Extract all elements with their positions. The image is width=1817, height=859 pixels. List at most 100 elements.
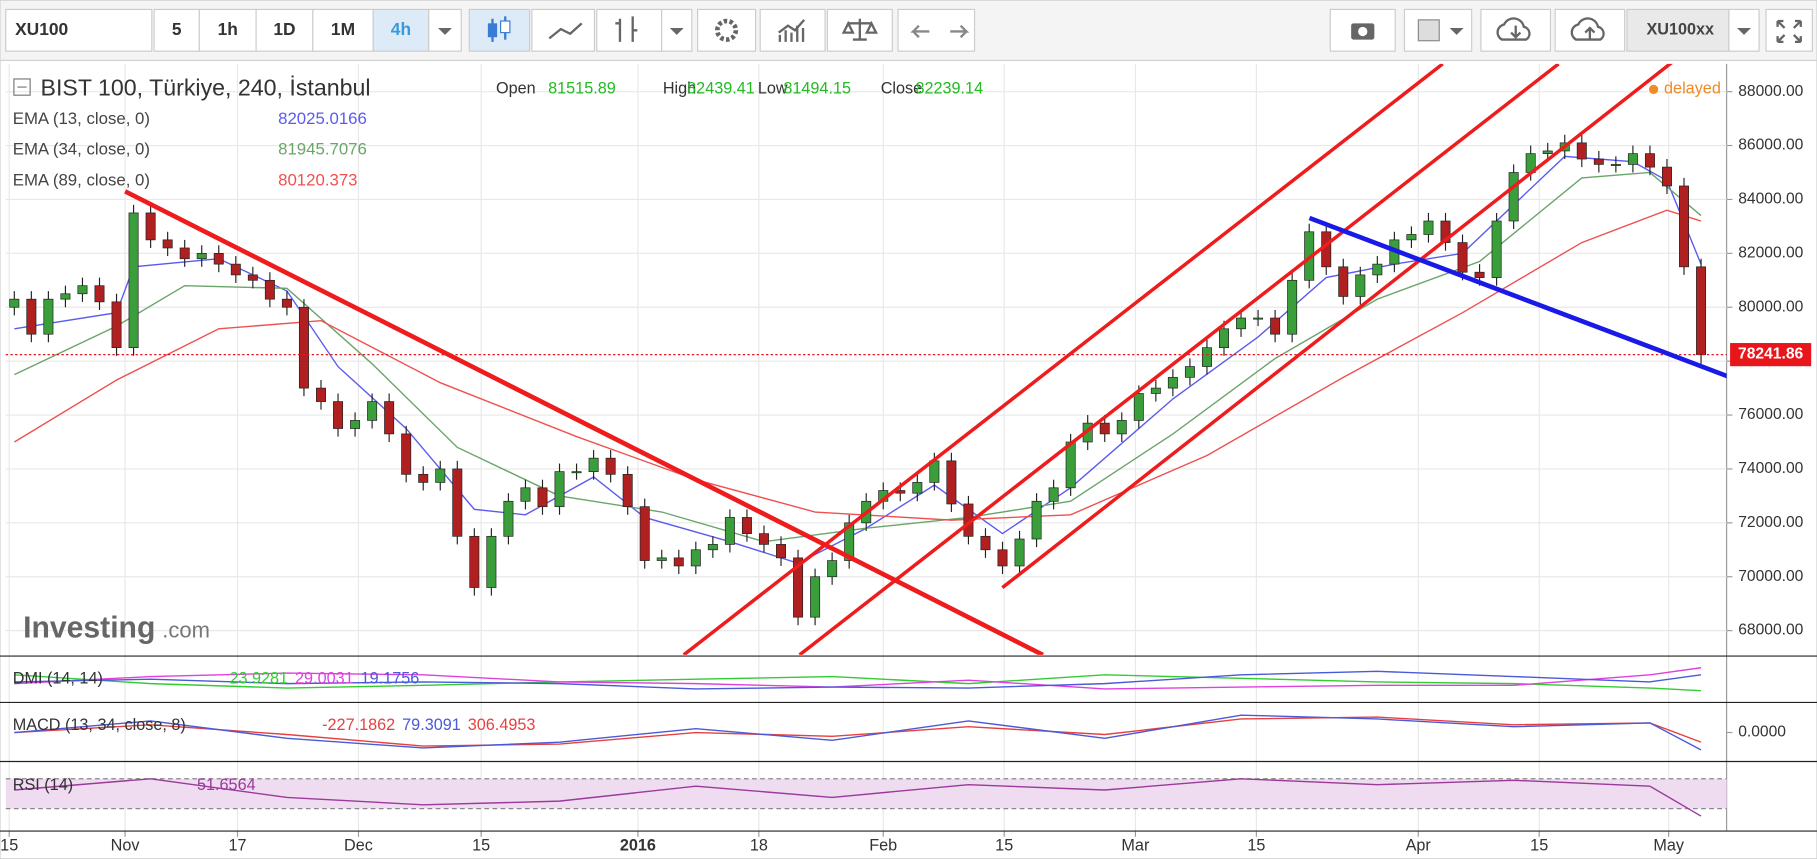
- candle-body: [77, 285, 88, 295]
- dropdown-arrow: [1449, 27, 1464, 35]
- fullscreen-button[interactable]: [1765, 8, 1813, 52]
- indicator-name: EMA (13, close, 0): [13, 109, 150, 128]
- pane-value: 79.3091: [402, 716, 461, 734]
- candle-body: [639, 506, 650, 561]
- chart-title: BIST 100, Türkiye, 240, İstanbul: [41, 75, 371, 101]
- candle-body: [350, 420, 361, 429]
- last-price-box: [1730, 343, 1812, 367]
- candle-body: [690, 549, 701, 567]
- settings-button[interactable]: [697, 8, 757, 52]
- gear-icon: [714, 18, 739, 42]
- series-line: [14, 667, 1702, 690]
- candle-body: [656, 557, 667, 561]
- interval-button[interactable]: [255, 8, 314, 52]
- channel-line: [1001, 63, 1673, 590]
- candle-body: [707, 544, 718, 551]
- candle-body: [111, 301, 122, 349]
- interval-button[interactable]: [312, 8, 374, 52]
- pane-value: 29.0031: [295, 670, 354, 688]
- pane-value: -227.1862: [322, 716, 395, 734]
- indicators-button[interactable]: [759, 8, 826, 52]
- candle-body: [741, 517, 752, 534]
- candle-body: [435, 468, 446, 483]
- x-tick-label: Dec: [344, 836, 373, 854]
- ohlc-label: Close: [881, 80, 922, 98]
- candle-body: [503, 500, 514, 537]
- indicator-name: EMA (89, close, 0): [13, 170, 150, 189]
- watermark-suffix: .com: [162, 618, 210, 643]
- indicator-value: 82025.0166: [278, 109, 367, 128]
- watermark: Investing: [23, 611, 155, 644]
- candle-body: [486, 535, 497, 588]
- candle-body: [43, 298, 54, 335]
- pane-value: 306.4953: [468, 716, 536, 734]
- status-dot: [1648, 84, 1659, 95]
- x-tick-label: Mar: [1121, 836, 1150, 854]
- line-icon: [548, 22, 583, 40]
- x-tick-label: 17: [228, 836, 246, 854]
- pane-title: MACD (13, 34, close, 8): [13, 716, 186, 734]
- channel-line: [798, 63, 1560, 655]
- collapse-icon[interactable]: [13, 78, 31, 96]
- indicator-value: 81945.7076: [278, 140, 367, 159]
- pane-value: 51.6564: [197, 776, 256, 794]
- ohlc-value: 82239.14: [915, 80, 983, 98]
- candle-body: [520, 487, 531, 502]
- candle-body: [793, 557, 804, 618]
- dropdown-arrow: [438, 27, 452, 35]
- candle-body: [1610, 164, 1621, 166]
- y-tick-label: 84000.00: [1738, 191, 1803, 208]
- candle-body: [418, 473, 429, 483]
- status: delayed: [1664, 80, 1721, 98]
- candle-body: [213, 253, 224, 265]
- series-line: [14, 778, 1702, 817]
- channel-line: [682, 63, 1444, 655]
- bar-type-button[interactable]: [596, 8, 663, 52]
- candle-body: [588, 457, 599, 472]
- candle-body: [1440, 220, 1451, 243]
- y-tick-label: 76000.00: [1738, 406, 1803, 423]
- x-tick-label: 15: [0, 836, 18, 854]
- candle-body: [1355, 274, 1366, 297]
- candle-body: [1133, 393, 1144, 421]
- candle-body: [1491, 220, 1502, 278]
- candle-type-button[interactable]: [468, 8, 531, 52]
- candle-body: [1423, 220, 1434, 235]
- cloud-save-icon: [1570, 17, 1605, 41]
- bar-icon: [615, 16, 638, 42]
- account-box[interactable]: [1626, 8, 1730, 52]
- candle-icon: [500, 20, 511, 34]
- candle-body: [9, 298, 20, 308]
- series-line: [14, 209, 1702, 521]
- candle-body: [622, 473, 633, 508]
- candle-body: [1014, 538, 1025, 567]
- candle-body: [298, 306, 309, 389]
- interval-button[interactable]: [198, 8, 257, 52]
- candle-body: [1150, 387, 1161, 394]
- candle-body: [60, 293, 71, 300]
- pane-value: 19.1756: [361, 670, 420, 688]
- candle-body: [316, 387, 326, 402]
- y-tick-label: 70000.00: [1738, 568, 1803, 585]
- type-dropdown[interactable]: [661, 8, 693, 52]
- y-tick-label: 72000.00: [1738, 514, 1803, 531]
- candle-body: [827, 560, 838, 578]
- candle-body: [1696, 266, 1707, 355]
- candle-body: [179, 247, 190, 260]
- interval-button[interactable]: [153, 8, 200, 52]
- indicator-name: EMA (34, close, 0): [13, 140, 150, 159]
- candle-body: [810, 576, 821, 618]
- ohlc-label: High: [663, 80, 696, 98]
- candle-body: [469, 535, 480, 588]
- x-tick-label: May: [1653, 836, 1685, 854]
- indicator-value: 80120.373: [278, 170, 357, 189]
- candle-body: [264, 279, 275, 300]
- ohlc-value: 81515.89: [548, 80, 616, 98]
- camera-icon: [1358, 26, 1368, 37]
- symbol-box[interactable]: [5, 8, 153, 52]
- candle-body: [196, 253, 207, 260]
- series-line: [14, 716, 1702, 747]
- drawings: [124, 63, 1727, 655]
- candle-body: [673, 557, 684, 567]
